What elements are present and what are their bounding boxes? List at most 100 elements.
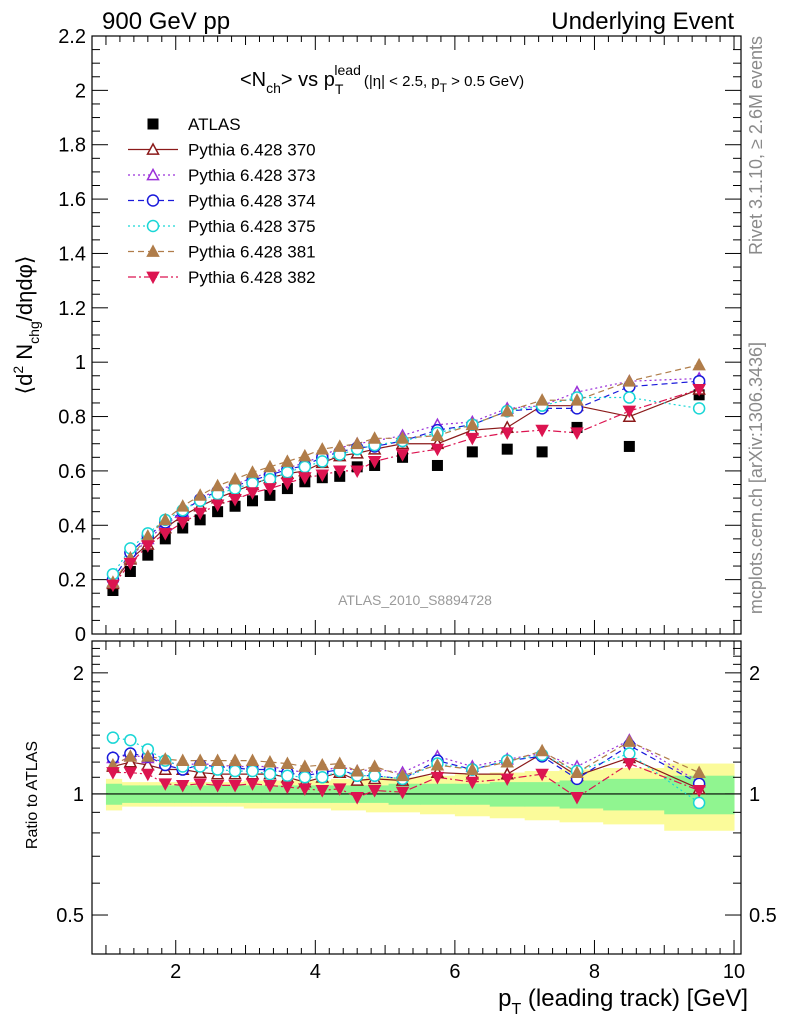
- ratio-point: [298, 783, 312, 796]
- data-point: [281, 466, 294, 479]
- legend-item-p382: Pythia 6.428 382: [128, 268, 316, 287]
- x-tick-label: 6: [449, 961, 460, 983]
- ratio-point: [210, 753, 225, 767]
- data-point: [501, 443, 513, 455]
- data-point: [228, 471, 242, 485]
- data-point: [430, 428, 445, 441]
- legend-marker: [147, 118, 159, 130]
- data-point: [193, 507, 207, 521]
- data-point: [395, 431, 410, 444]
- series-p375: [112, 396, 700, 575]
- markers-p382: [106, 383, 706, 593]
- data-point: [298, 448, 312, 462]
- data-point: [124, 565, 136, 577]
- y-axis-label-ratio: Ratio to ATLAS: [24, 741, 41, 849]
- data-point: [622, 374, 637, 387]
- data-point: [245, 465, 260, 478]
- ratio-point: [193, 778, 207, 791]
- data-point: [692, 357, 706, 371]
- markers-p375: [106, 391, 706, 581]
- legend: ATLAS Pythia 6.428 370 Pythia 6.428 373 Pyt…: [128, 115, 316, 287]
- data-point: [210, 478, 225, 492]
- ratio-point: [298, 759, 312, 772]
- ratio-plot-panel: 0.5 0.5 1 1 2 2 2 4 6 8 10: [56, 640, 777, 983]
- data-point: [367, 455, 382, 469]
- series-p370: [112, 388, 700, 585]
- ratio-point: [263, 779, 277, 793]
- ratio-point: [280, 781, 295, 795]
- ratio-point: [245, 778, 260, 791]
- data-point: [280, 477, 295, 491]
- x-tick-label: 2: [170, 961, 181, 983]
- legend-marker: [146, 271, 160, 285]
- data-point: [465, 417, 480, 431]
- ratio-point: [500, 755, 514, 768]
- data-point: [350, 465, 364, 478]
- data-point: [158, 512, 173, 526]
- data-point: [158, 528, 173, 541]
- plot-frame: [91, 640, 742, 955]
- ratio-y-tick-label: 2: [73, 663, 84, 685]
- series-line: [112, 396, 700, 575]
- legend-marker: [146, 142, 160, 155]
- ratio-point: [622, 734, 637, 747]
- plot-frame: [91, 35, 742, 635]
- ratio-point: [350, 792, 364, 805]
- data-point: [500, 427, 514, 440]
- data-point: [280, 454, 295, 467]
- ratio-point: [298, 771, 312, 784]
- ratio-point: [692, 765, 706, 779]
- ratio-point: [228, 764, 242, 778]
- data-point: [246, 476, 259, 490]
- legend-marker: [146, 244, 160, 257]
- rivet-label: Rivet 3.1.10, ≥ 2.6M events: [746, 36, 766, 255]
- x-tick-label: 10: [723, 961, 745, 983]
- data-point: [570, 393, 584, 406]
- data-point: [210, 499, 225, 512]
- data-point: [193, 488, 207, 501]
- y-tick-label: 0.6: [58, 461, 86, 483]
- ratio-point: [465, 762, 480, 775]
- y-tick-label: 0.2: [58, 570, 86, 592]
- data-point: [315, 442, 330, 455]
- data-point: [175, 517, 190, 530]
- data-point: [298, 460, 312, 474]
- data-point: [367, 431, 382, 444]
- legend-label: ATLAS: [188, 115, 241, 134]
- data-point: [263, 472, 277, 486]
- ratio-series-p381: [112, 740, 700, 777]
- data-point: [263, 459, 277, 473]
- ratio-point: [622, 758, 637, 771]
- data-point: [535, 424, 549, 438]
- legend-item-atlas: ATLAS: [147, 115, 241, 134]
- data-point: [536, 446, 548, 458]
- series-p381: [112, 364, 700, 583]
- data-point: [571, 421, 583, 433]
- ratio-y-tick-label: 1: [73, 784, 84, 806]
- ratio-point: [367, 785, 382, 798]
- ratio-point: [430, 771, 445, 785]
- ratio-markers-p381: [106, 734, 706, 782]
- ratio-point: [210, 779, 225, 793]
- data-point: [298, 472, 312, 485]
- ratio-point: [692, 796, 706, 810]
- data-point: [245, 487, 260, 500]
- data-point: [350, 436, 364, 450]
- x-tick-label: 4: [310, 961, 321, 983]
- y-tick-label: 0: [75, 624, 86, 646]
- legend-item-p375: Pythia 6.428 375: [128, 217, 316, 236]
- y-tick-label: 2: [75, 80, 86, 102]
- legend-label: Pythia 6.428 370: [188, 141, 316, 160]
- ratio-point: [175, 779, 190, 793]
- data-point: [316, 455, 329, 468]
- ratio-point: [141, 749, 155, 762]
- analysis-watermark: ATLAS_2010_S8894728: [338, 592, 492, 608]
- legend-item-p373: Pythia 6.428 373: [128, 166, 316, 185]
- series-p382: [112, 388, 700, 586]
- ratio-point: [193, 753, 207, 767]
- data-point: [395, 449, 410, 462]
- ratio-point: [367, 759, 382, 772]
- x-tick-label: 8: [589, 961, 600, 983]
- ratio-point: [263, 767, 277, 781]
- data-point: [623, 440, 635, 452]
